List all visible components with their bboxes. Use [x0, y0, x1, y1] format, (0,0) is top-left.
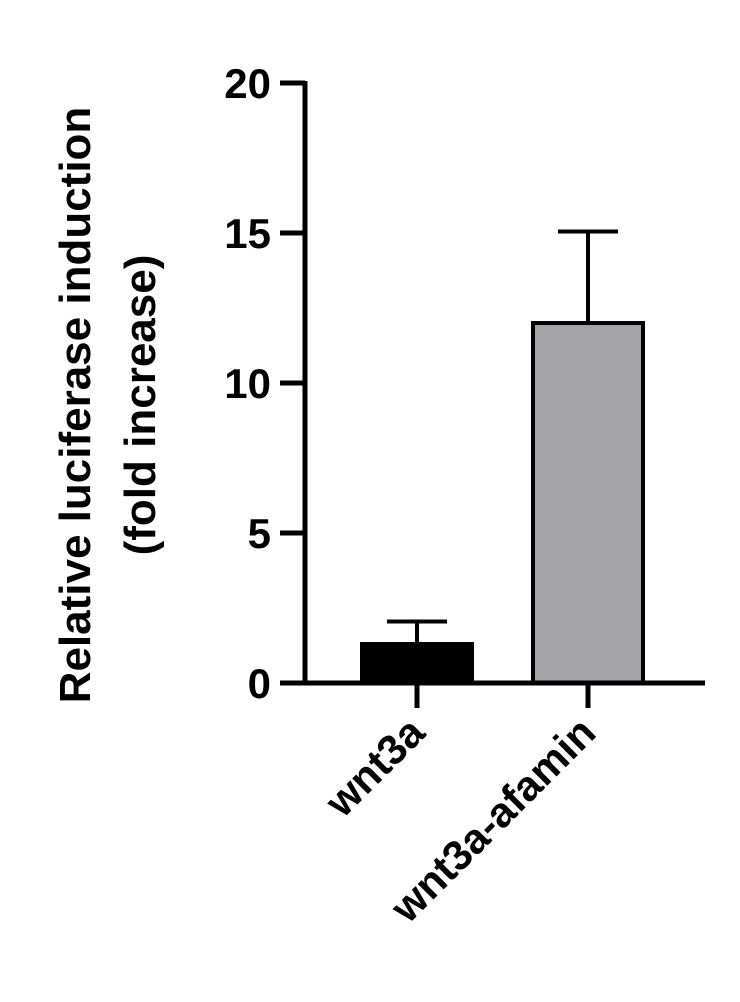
- error-bar-wnt3a-afamin: [558, 229, 618, 323]
- x-tick-label-wnt3a: wnt3a: [315, 708, 434, 827]
- bar-wnt3a-afamin: [531, 321, 645, 685]
- y-tick-label: 10: [224, 360, 271, 407]
- y-tick-label: 0: [248, 660, 271, 707]
- y-axis-label: Relative luciferase induction (fold incr…: [51, 107, 165, 704]
- y-axis-label-line-1: Relative luciferase induction: [51, 107, 100, 704]
- y-tick-label: 15: [224, 210, 271, 257]
- y-tick-label: 20: [224, 60, 271, 107]
- y-tick-label: 5: [248, 510, 271, 557]
- error-bar-wnt3a: [387, 619, 447, 644]
- bar-wnt3a: [360, 642, 474, 685]
- y-axis-label-line-2: (fold increase): [116, 255, 165, 556]
- error-bars-layer: [387, 229, 618, 644]
- bars-layer: [360, 321, 645, 685]
